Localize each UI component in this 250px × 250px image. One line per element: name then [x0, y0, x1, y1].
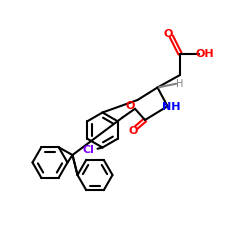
- Text: OH: OH: [196, 49, 214, 59]
- Text: H: H: [176, 79, 184, 89]
- Text: O: O: [164, 29, 173, 39]
- Text: O: O: [125, 101, 135, 111]
- Text: NH: NH: [162, 102, 180, 113]
- Text: Cl: Cl: [83, 145, 95, 155]
- Text: O: O: [128, 126, 138, 136]
